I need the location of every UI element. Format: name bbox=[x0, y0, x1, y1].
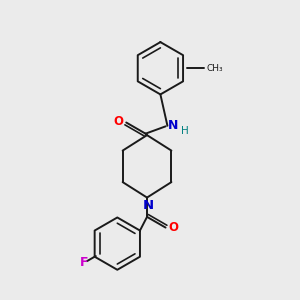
Text: CH₃: CH₃ bbox=[206, 64, 223, 73]
Text: O: O bbox=[113, 115, 123, 128]
Text: H: H bbox=[181, 126, 189, 136]
Text: N: N bbox=[168, 119, 178, 132]
Text: F: F bbox=[80, 256, 88, 269]
Text: N: N bbox=[143, 199, 154, 212]
Text: O: O bbox=[169, 221, 178, 234]
